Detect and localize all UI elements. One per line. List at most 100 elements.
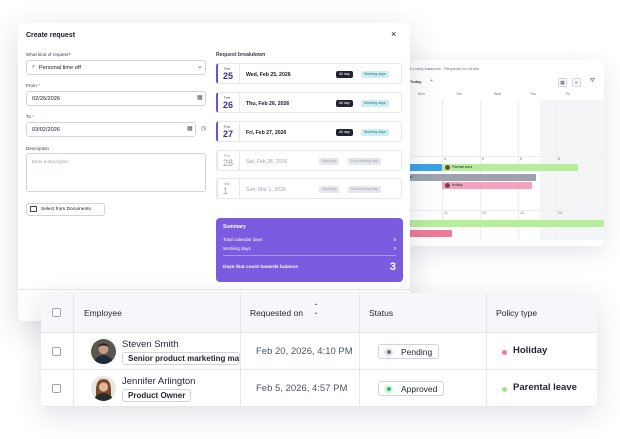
calendar-event-holiday-continued[interactable]	[388, 230, 452, 237]
avatar	[445, 165, 450, 170]
weekday-label: Wed	[494, 92, 502, 96]
to-date-field[interactable]: 03/02/2026 ▦	[26, 122, 196, 137]
calendar-card: ngs & policy balances · Requests for oth…	[388, 60, 604, 246]
request-kind-select[interactable]: ⌕ Personal time off ⌄	[26, 60, 206, 75]
duration-select[interactable]: All day	[336, 128, 353, 136]
grid-view-icon[interactable]: ▦	[558, 78, 567, 87]
avatar	[91, 339, 116, 364]
add-icon[interactable]: +	[430, 78, 433, 84]
modal-title: Create request	[26, 32, 76, 39]
header-requested-on[interactable]: Requested on	[250, 308, 303, 318]
requests-table: Employee Requested on ⌃ ⌄ Status Policy t…	[41, 293, 597, 407]
table-row[interactable]: Steven Smith Senior product marketing ma…	[41, 333, 597, 370]
calendar-breadcrumb: ngs & policy balances · Requests for oth…	[402, 66, 480, 71]
summary-total-value: 5	[393, 237, 396, 242]
summary-working-row: Working days 3	[223, 246, 396, 251]
description-textarea[interactable]: Enter a description	[26, 153, 206, 192]
filter-icon[interactable]: ⛛	[590, 78, 596, 84]
duration-select[interactable]: All day	[336, 70, 353, 78]
policy-type-value: Holiday	[513, 345, 548, 356]
breakdown-month: Feb	[224, 125, 231, 129]
summary-total-label: Total calendar days	[223, 237, 263, 242]
list-view-icon[interactable]: ≡	[572, 78, 581, 87]
event-label: Parental leave	[452, 165, 473, 169]
summary-working-value: 3	[393, 246, 396, 251]
select-documents-button[interactable]: Select from Documents	[26, 203, 105, 216]
weekday-header: Mon Tue Wed Thu Fri	[388, 92, 604, 100]
select-all-checkbox[interactable]	[52, 308, 61, 317]
employee-role: Product Owner	[122, 389, 192, 402]
breakdown-date: Fri, Feb 27, 2026	[246, 129, 287, 136]
status-label: Approved	[401, 384, 438, 394]
calendar-icon[interactable]: ▦	[197, 95, 203, 101]
calendar-event-workation[interactable]: Workation	[388, 174, 536, 181]
day-type-badge: Non-working day	[348, 157, 381, 165]
calendar-event-bar[interactable]	[388, 164, 442, 171]
breakdown-title: Request breakdown	[216, 52, 266, 58]
from-date-value: 02/26/2026	[32, 95, 60, 102]
row-checkbox[interactable]	[52, 347, 61, 356]
calendar-event-holiday[interactable]: Holiday	[442, 182, 532, 189]
breakdown-row: Mar 1 Sun, Mar 1, 2026 Workday Non-worki…	[216, 178, 402, 199]
header-status[interactable]: Status	[369, 308, 394, 318]
header-policy-type[interactable]: Policy type	[496, 308, 538, 318]
clock-icon[interactable]: ◷	[201, 126, 207, 132]
day-number: 8	[558, 157, 560, 161]
breakdown-day: 28	[223, 158, 234, 168]
day-type-badge: Working days	[361, 128, 389, 136]
day-number: 13	[520, 211, 524, 215]
requested-on-value: Feb 5, 2026, 4:57 PM	[256, 383, 348, 394]
day-number: 12	[482, 211, 486, 215]
summary-count-label: Days that count towards balance	[223, 265, 298, 270]
to-label: To *	[26, 114, 34, 119]
summary-title: Summary	[223, 224, 246, 230]
breakdown-row: Feb 27 Fri, Feb 27, 2026 All day Working…	[216, 121, 402, 142]
breakdown-date: Sat, Feb 28, 2026	[246, 158, 288, 165]
breakdown-row: Feb 28 Sat, Feb 28, 2026 Workday Non-wor…	[216, 150, 402, 171]
status-badge: Approved	[378, 381, 445, 396]
create-request-modal: Create request × What kind of request? ⌕…	[18, 23, 410, 321]
close-icon[interactable]: ×	[391, 29, 397, 39]
employee-name: Steven Smith	[122, 339, 179, 350]
day-type-badge: Non-working day	[348, 185, 381, 193]
breakdown-month: Feb	[224, 154, 231, 158]
table-row[interactable]: Jennifer Arlington Product Owner Feb 5, …	[41, 370, 597, 407]
breakdown-date: Sun, Mar 1, 2026	[246, 186, 286, 193]
day-number: 5	[482, 157, 484, 161]
calendar-grid: 4 5 6 8 11 12 13 14 Parental leave Worka…	[388, 100, 604, 240]
event-label: Holiday	[452, 183, 463, 187]
weekday-label: Mon	[418, 92, 425, 96]
breakdown-month: Feb	[224, 67, 231, 71]
day-number: 6	[520, 157, 522, 161]
header-employee[interactable]: Employee	[84, 308, 122, 318]
breakdown-day: 1	[223, 186, 229, 196]
breakdown-row: Feb 26 Thu, Feb 26, 2026 All day Working…	[216, 92, 402, 113]
duration-select: Workday	[319, 185, 340, 193]
calendar-event-parental-continued[interactable]	[388, 220, 604, 227]
description-placeholder: Enter a description	[32, 159, 69, 164]
day-number: 14	[558, 211, 562, 215]
employee-name: Jennifer Arlington	[122, 376, 196, 387]
policy-dot-icon	[502, 350, 507, 355]
today-button[interactable]: Today	[410, 79, 422, 84]
calendar-icon[interactable]: ▦	[187, 126, 193, 132]
from-date-field[interactable]: 02/26/2026 ▦	[26, 91, 206, 106]
from-label: From *	[26, 83, 40, 88]
breakdown-row: Feb 25 Wed, Feb 25, 2026 All day Working…	[216, 63, 402, 84]
avatar	[91, 376, 116, 401]
modal-footer-divider	[18, 289, 410, 290]
breakdown-date: Thu, Feb 26, 2026	[246, 100, 290, 107]
status-indicator-icon	[384, 384, 393, 394]
sort-icon[interactable]: ⌃ ⌄	[313, 304, 319, 316]
status-label: Pending	[401, 347, 433, 357]
row-checkbox[interactable]	[52, 384, 61, 393]
calendar-event-parental[interactable]: Parental leave	[442, 164, 578, 171]
requested-on-value: Feb 20, 2026, 4:10 PM	[256, 346, 353, 357]
breakdown-day: 27	[223, 129, 234, 139]
weekday-label: Thu	[530, 92, 537, 96]
calendar-toolbar: Today + ▦ ≡ ⛛	[388, 76, 604, 90]
breakdown-date: Wed, Feb 25, 2026	[246, 71, 291, 78]
search-icon: ⌕	[32, 63, 36, 70]
duration-select[interactable]: All day	[336, 99, 353, 107]
breakdown-month: Mar	[224, 182, 231, 186]
